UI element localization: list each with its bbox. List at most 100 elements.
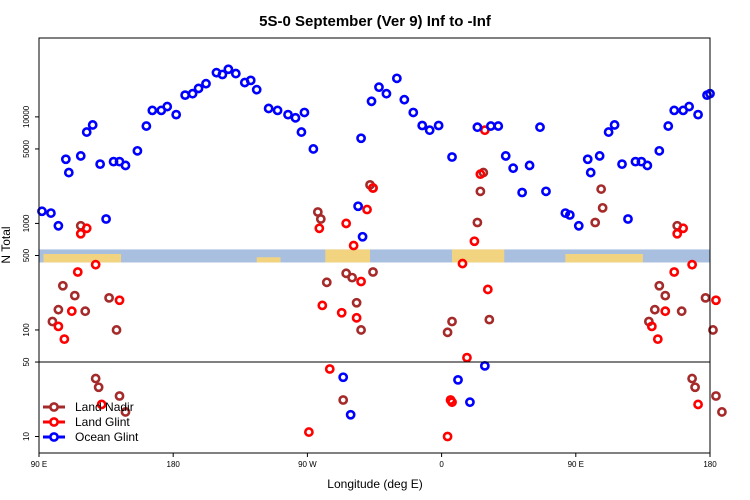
plot-frame: [38, 37, 711, 454]
x-tick-label: 90 E: [568, 460, 584, 469]
y-tick-label: 100: [22, 323, 31, 337]
map-strip: [39, 249, 710, 263]
ocean-glint-point: [465, 397, 475, 408]
ocean-glint-point: [75, 151, 86, 161]
ocean-glint-point: [345, 409, 356, 420]
y-tick-label: 10: [22, 432, 31, 441]
land-glint-point: [442, 431, 453, 442]
land-glint-point: [317, 300, 328, 311]
land-nadir-point: [69, 290, 80, 301]
land-glint-point: [90, 259, 101, 270]
x-axis-label: Longitude (deg E): [327, 477, 422, 491]
ocean-glint-point: [187, 88, 198, 99]
land-nadir-point: [660, 290, 671, 301]
land-nadir-point: [120, 407, 131, 417]
ocean-glint-point: [582, 154, 593, 165]
x-tick-label: 180: [703, 460, 717, 469]
land-glint-point: [482, 284, 493, 295]
ocean-glint-point: [453, 374, 463, 385]
land-nadir-point: [676, 306, 687, 317]
land-glint-point: [96, 399, 107, 410]
ocean-glint-point: [508, 163, 519, 174]
land-nadir-point: [57, 280, 68, 291]
land-glint-point: [457, 258, 468, 269]
ocean-glint-point: [541, 186, 551, 197]
ocean-glint-point: [132, 145, 143, 156]
land-nadir-point: [654, 280, 665, 291]
land-nadir-point: [711, 391, 721, 401]
land-nadir-point: [649, 304, 660, 315]
land-nadir-point: [708, 325, 718, 335]
ocean-glint-point: [417, 120, 428, 131]
legend-label: Land Nadir: [75, 400, 134, 414]
ocean-glint-point: [101, 214, 111, 224]
land-nadir-point: [368, 267, 378, 277]
land-nadir-point: [104, 292, 114, 303]
land-nadir-point: [472, 217, 483, 228]
land-nadir-point: [717, 407, 727, 417]
land-glint-point: [356, 276, 366, 287]
land-glint-point: [672, 228, 683, 239]
land-nadir-point: [111, 325, 122, 335]
y-tick-label: 5000: [22, 140, 31, 158]
chart-title: 5S-0 September (Ver 9) Inf to -Inf: [259, 13, 492, 30]
land-nadir-point: [596, 184, 607, 194]
ocean-glint-point: [299, 107, 310, 118]
ocean-glint-point: [95, 159, 106, 170]
ocean-glint-point: [609, 120, 620, 130]
ocean-glint-point: [120, 160, 131, 171]
y-tick-label: 500: [22, 248, 31, 262]
land-nadir-point: [700, 292, 711, 303]
ocean-glint-point: [684, 101, 695, 112]
land-nadir-point: [442, 327, 453, 338]
ocean-glint-point: [603, 127, 614, 137]
land-glint-point: [652, 334, 663, 345]
ocean-glint-point: [366, 96, 377, 107]
land-glint-point: [324, 364, 335, 374]
land-nadir-point: [80, 306, 91, 317]
land-glint-point: [348, 240, 359, 251]
x-tick-label: 180: [167, 460, 181, 469]
land-glint-point: [53, 321, 64, 332]
ocean-glint-point: [617, 159, 627, 170]
land-nadir-point: [356, 325, 366, 335]
land-glint-point: [447, 397, 457, 408]
map-strip-ocean: [39, 249, 710, 263]
ocean-glint-point: [338, 372, 349, 383]
ocean-glint-point: [308, 144, 319, 154]
ocean-glint-point: [693, 109, 703, 120]
land-glint-point: [303, 427, 314, 437]
ocean-glint-point: [193, 83, 204, 94]
ocean-glint-point: [424, 125, 435, 136]
ocean-glint-point: [230, 68, 241, 79]
map-strip-land: [43, 253, 122, 263]
ocean-glint-point: [245, 75, 256, 86]
ocean-glint-point: [356, 133, 366, 144]
ocean-glint-point: [223, 64, 234, 75]
ocean-glint-point: [353, 201, 363, 212]
ocean-glint-point: [573, 220, 584, 231]
ocean-glint-point: [535, 122, 545, 133]
land-nadir-point: [447, 316, 457, 327]
ocean-glint-point: [399, 94, 410, 105]
land-glint-point: [687, 259, 698, 270]
ocean-glint-point: [87, 120, 98, 130]
x-tick-label: 0: [439, 460, 444, 469]
land-glint-point: [72, 267, 83, 277]
legend-label: Land Glint: [75, 415, 130, 429]
land-nadir-point: [347, 272, 358, 283]
land-glint-point: [59, 334, 70, 345]
ocean-glint-point: [201, 78, 211, 89]
land-glint-point: [75, 228, 86, 239]
land-glint-point: [711, 295, 721, 306]
land-glint-point: [336, 307, 347, 318]
ocean-glint-point: [669, 105, 680, 116]
legend-marker: [49, 432, 59, 442]
ocean-glint-point: [46, 208, 56, 218]
ocean-glint-point: [263, 103, 274, 114]
ocean-glint-point: [81, 127, 92, 137]
x-tick-label: 90 E: [31, 460, 47, 469]
ocean-glint-point: [217, 69, 228, 80]
ocean-glint-point: [524, 160, 535, 171]
